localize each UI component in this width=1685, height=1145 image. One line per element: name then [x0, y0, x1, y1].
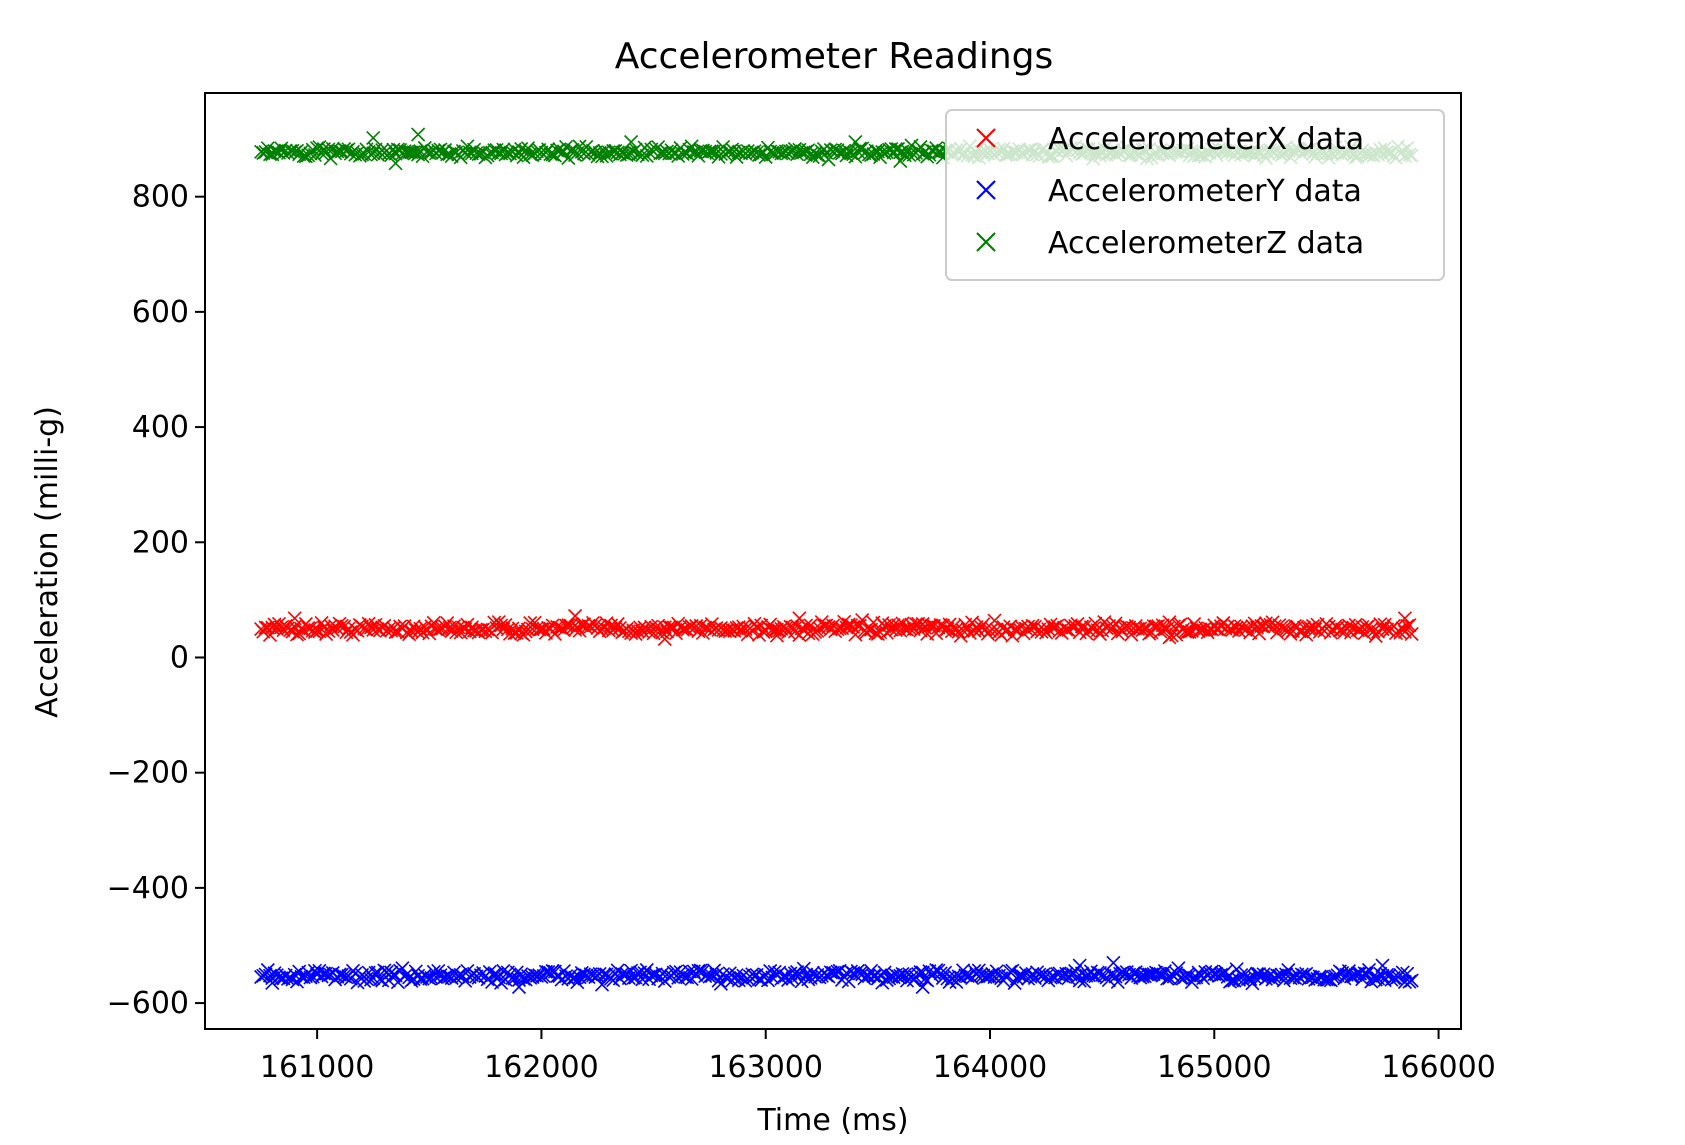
y-axis-ticks: −600 −400 −200 0 200 400 600 800 — [107, 180, 205, 1021]
y-tick-label: 0 — [170, 640, 189, 675]
y-tick-label: −200 — [107, 756, 189, 791]
x-axis-ticks: 161000 162000 163000 164000 165000 166000 — [260, 1029, 1496, 1085]
y-tick-label: 800 — [132, 180, 189, 215]
legend-label: AccelerometerX data — [1048, 122, 1364, 157]
y-tick-label: 200 — [132, 525, 189, 560]
legend-marker-x-icon — [976, 232, 996, 252]
y-tick-label: 600 — [132, 295, 189, 330]
x-tick-label: 166000 — [1381, 1050, 1496, 1085]
legend-marker-x-icon — [976, 180, 996, 200]
legend-marker-x-icon — [976, 128, 996, 148]
legend-entry: AccelerometerZ data — [976, 226, 1364, 261]
legend-entry: AccelerometerX data — [976, 122, 1364, 157]
legend-box — [945, 109, 1445, 281]
legend-label: AccelerometerZ data — [1048, 226, 1364, 261]
x-tick-label: 162000 — [484, 1050, 599, 1085]
legend-label: AccelerometerY data — [1048, 174, 1362, 209]
y-tick-label: −400 — [107, 871, 189, 906]
x-tick-label: 165000 — [1157, 1050, 1272, 1085]
y-tick-label: 400 — [132, 410, 189, 445]
x-tick-label: 163000 — [708, 1050, 823, 1085]
series-2-points — [254, 955, 1419, 995]
plot-frame — [204, 92, 1462, 1030]
legend-entry: AccelerometerY data — [976, 174, 1362, 209]
legend-entries: AccelerometerX data AccelerometerY data Ac… — [976, 122, 1364, 261]
series-marker-path — [254, 955, 1419, 995]
series-1-points — [254, 608, 1419, 647]
x-axis-label: Time (ms) — [756, 1103, 908, 1138]
y-tick-label: −600 — [107, 986, 189, 1021]
y-axis-label: Acceleration (milli-g) — [30, 406, 65, 718]
x-tick-label: 161000 — [260, 1050, 375, 1085]
series-marker-path — [254, 608, 1419, 647]
chart-title: Accelerometer Readings — [615, 36, 1054, 77]
x-tick-label: 164000 — [933, 1050, 1048, 1085]
legend: AccelerometerX data AccelerometerY data Ac… — [945, 109, 1445, 281]
